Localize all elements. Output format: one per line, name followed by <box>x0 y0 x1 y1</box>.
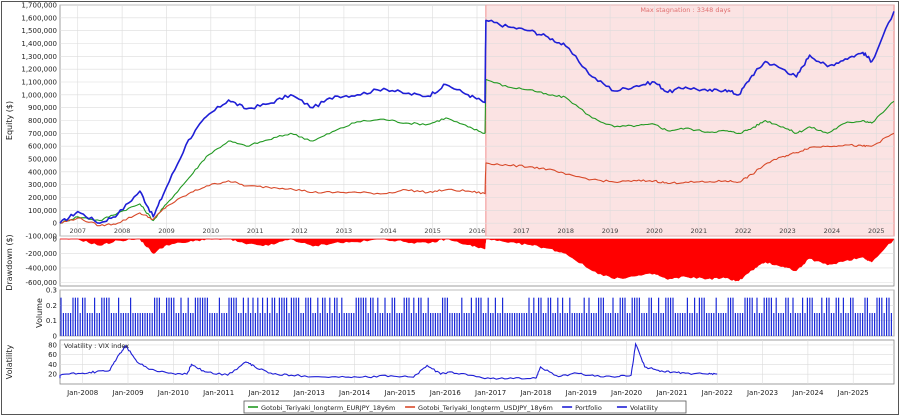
drawdown-ytick-label: -200,000 <box>26 250 57 258</box>
equity-ytick-label: 300,000 <box>28 181 57 189</box>
equity-xtick-label: 2007 <box>69 227 86 235</box>
equity-xtick-label: 2023 <box>779 227 796 235</box>
legend-item-label: Gotobi_Teriyaki_longterm_USDJPY_18y6m <box>418 404 553 412</box>
equity-series-gotobi-teriyaki-longterm-eurjpy-18y6m <box>59 78 895 224</box>
equity-xtick-label: 2012 <box>291 227 308 235</box>
equity-xtick-label: 2018 <box>557 227 574 235</box>
time-xtick-label: Jan-2025 <box>837 389 869 397</box>
time-xtick-label: Jan-2008 <box>66 389 98 397</box>
volatility-ytick-label: 80 <box>48 341 57 349</box>
stagnation-annotation: Max stagnation : 3348 days <box>640 6 731 14</box>
volume-y-axis-label: Volume <box>35 298 44 328</box>
equity-xtick-label: 2009 <box>158 227 175 235</box>
volume-ytick-label: 0.1 <box>46 317 57 325</box>
equity-xtick-label: 2022 <box>735 227 752 235</box>
equity-ytick-label: 200,000 <box>28 194 57 202</box>
equity-xtick-label: 2011 <box>247 227 264 235</box>
equity-ytick-label: 1,100,000 <box>21 79 57 87</box>
time-xtick-label: Jan-2015 <box>383 389 415 397</box>
equity-ytick-label: 1,200,000 <box>21 66 57 74</box>
equity-y-axis-label: Equity ($) <box>5 101 14 140</box>
equity-ytick-label: 500,000 <box>28 156 57 164</box>
drawdown-y-axis-label: Drawdown ($) <box>5 234 14 290</box>
volume-bars <box>60 297 893 336</box>
drawdown-ytick-label: -400,000 <box>26 264 57 272</box>
legend-box <box>243 400 687 414</box>
equity-ytick-label: 1,400,000 <box>21 40 57 48</box>
equity-series-gotobi-teriyaki-longterm-usdjpy-18y6m <box>59 132 895 227</box>
time-xtick-label: Jan-2021 <box>655 389 687 397</box>
equity-ytick-label: 0 <box>53 220 57 228</box>
time-xtick-label: Jan-2017 <box>474 389 506 397</box>
volatility-annotation: Volatility : VIX index <box>64 342 129 350</box>
volatility-ytick-label: 40 <box>48 361 57 369</box>
equity-ytick-label: 400,000 <box>28 168 57 176</box>
equity-ytick-label: 1,600,000 <box>21 14 57 22</box>
time-xtick-label: Jan-2020 <box>610 389 642 397</box>
legend-item-label: Gotobi_Teriyaki_longterm_EURJPY_18y6m <box>261 404 395 412</box>
equity-xtick-label: 2013 <box>336 227 353 235</box>
time-xtick-label: Jan-2022 <box>701 389 733 397</box>
volatility-ytick-label: 20 <box>48 371 57 379</box>
volume-ytick-label: 0 <box>53 333 57 341</box>
volatility-ytick-label: 60 <box>48 351 57 359</box>
equity-xtick-label: 2008 <box>114 227 131 235</box>
equity-xtick-label: 2021 <box>691 227 708 235</box>
equity-xtick-label: 2016 <box>469 227 486 235</box>
drawdown-ytick-label: -600,000 <box>26 279 57 287</box>
time-xtick-label: Jan-2016 <box>429 389 462 397</box>
equity-ytick-label: 700,000 <box>28 130 57 138</box>
equity-xtick-label: 2020 <box>646 227 663 235</box>
equity-xtick-label: 2017 <box>513 227 530 235</box>
legend-item-label: Portfolio <box>575 404 602 412</box>
time-xtick-label: Jan-2009 <box>111 389 143 397</box>
equity-ytick-label: 1,000,000 <box>21 91 57 99</box>
equity-ytick-label: 1,500,000 <box>21 27 57 35</box>
equity-ytick-label: 1,300,000 <box>21 53 57 61</box>
equity-xtick-label: 2019 <box>602 227 619 235</box>
volatility-plot-area <box>59 339 895 385</box>
time-xtick-label: Jan-2019 <box>565 389 597 397</box>
time-xtick-label: Jan-2011 <box>202 389 234 397</box>
drawdown-area <box>60 238 895 282</box>
volatility-series <box>59 341 718 380</box>
drawdown-ytick-label: 0 <box>53 236 57 244</box>
equity-xtick-label: 2010 <box>203 227 220 235</box>
equity-ytick-label: 900,000 <box>28 104 57 112</box>
time-xtick-label: Jan-2018 <box>519 389 551 397</box>
legend: Gotobi_Teriyaki_longterm_EURJPY_18y6m Got… <box>243 400 687 414</box>
volume-ytick-label: 0.2 <box>46 302 57 310</box>
time-xtick-label: Jan-2012 <box>247 389 279 397</box>
volatility-y-axis-label: Volatility <box>5 344 14 379</box>
equity-series-portfolio <box>59 11 895 224</box>
equity-xtick-label: 2024 <box>824 227 841 235</box>
time-xtick-label: Jan-2013 <box>293 389 325 397</box>
time-xtick-label: Jan-2023 <box>746 389 778 397</box>
equity-xtick-label: 2015 <box>424 227 441 235</box>
time-xtick-label: Jan-2024 <box>791 389 824 397</box>
time-xtick-label: Jan-2014 <box>338 389 371 397</box>
legend-item-label: Volatility <box>630 404 658 412</box>
equity-ytick-label: 100,000 <box>28 207 57 215</box>
equity-ytick-label: -100,000 <box>26 233 57 241</box>
equity-ytick-label: 800,000 <box>28 117 57 125</box>
equity-xtick-label: 2025 <box>868 227 885 235</box>
volume-ytick-label: 0.3 <box>46 287 57 295</box>
equity-xtick-label: 2014 <box>380 227 397 235</box>
equity-ytick-label: 600,000 <box>28 143 57 151</box>
time-xtick-label: Jan-2010 <box>157 389 189 397</box>
equity-ytick-label: 1,700,000 <box>21 2 57 10</box>
